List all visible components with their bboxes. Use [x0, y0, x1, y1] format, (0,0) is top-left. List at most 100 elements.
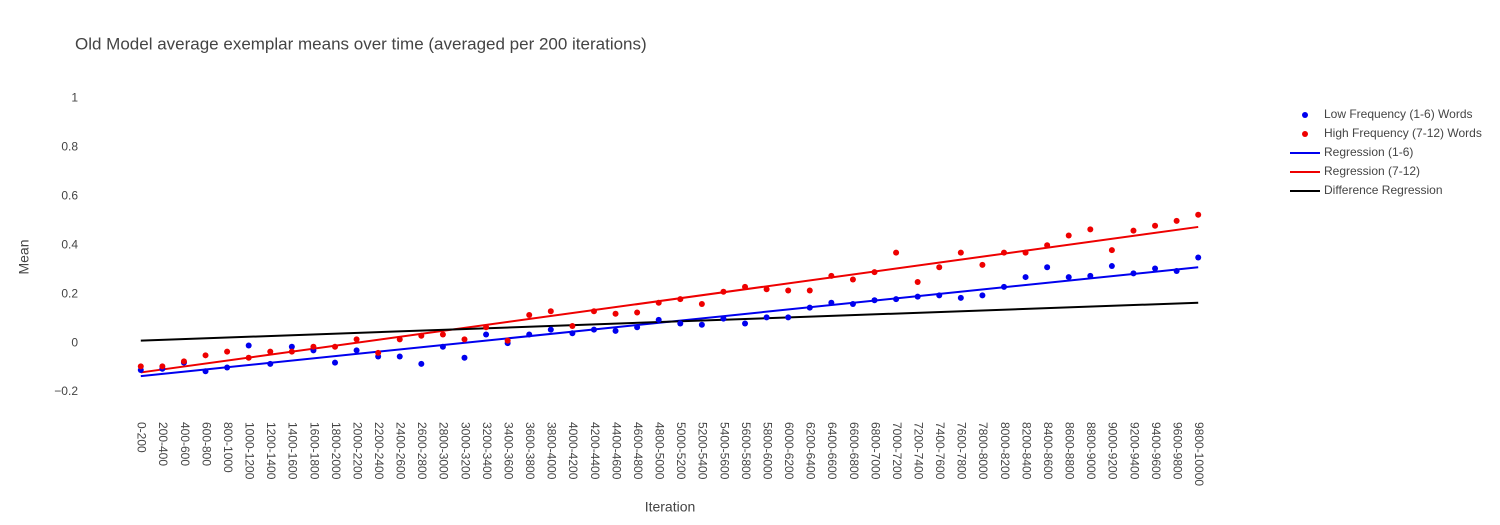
data-point — [353, 347, 360, 354]
data-point — [332, 359, 339, 366]
x-tick-label: 5800-6000 — [760, 422, 774, 480]
data-point — [893, 249, 900, 256]
data-point — [1173, 217, 1180, 224]
data-point — [871, 269, 878, 276]
data-point — [180, 358, 187, 365]
data-point — [569, 322, 576, 329]
x-tick-label: 9600-9800 — [1170, 422, 1184, 480]
x-tick-label: 7000-7200 — [890, 422, 904, 480]
y-axis-title: Mean — [16, 239, 32, 274]
data-point — [871, 297, 878, 304]
x-tick-label: 5000-5200 — [674, 422, 688, 480]
data-point — [137, 363, 144, 370]
x-tick-label: 3400-3600 — [501, 422, 515, 480]
x-tick-label: 8600-8800 — [1063, 422, 1077, 480]
x-tick-label: 2200-2400 — [372, 422, 386, 480]
legend-label: Low Frequency (1-6) Words — [1324, 107, 1473, 121]
data-point — [483, 324, 490, 331]
x-tick-label: 5200-5400 — [696, 422, 710, 480]
data-point — [914, 293, 921, 300]
data-point — [1000, 249, 1007, 256]
data-point — [720, 315, 727, 322]
data-point — [1065, 274, 1072, 281]
x-tick-label: 3800-4000 — [545, 422, 559, 480]
x-tick-label: 5400-5600 — [717, 422, 731, 480]
x-tick-label: 6800-7000 — [868, 422, 882, 480]
data-point — [288, 348, 295, 355]
y-tick-label: −0.2 — [54, 384, 78, 398]
data-point — [677, 296, 684, 303]
data-point — [742, 320, 749, 327]
x-tick-label: 3600-3800 — [523, 422, 537, 480]
x-tick-label: 8200-8400 — [1019, 422, 1033, 480]
data-point — [979, 292, 986, 299]
data-point — [1130, 270, 1137, 277]
x-tick-label: 1200-1400 — [264, 422, 278, 480]
x-tick-label: 1600-1800 — [307, 422, 321, 480]
data-point — [1044, 242, 1051, 249]
x-tick-label: 3000-3200 — [458, 422, 472, 480]
x-tick-label: 2800-3000 — [437, 422, 451, 480]
data-point — [547, 326, 554, 333]
y-tick-label: 0 — [71, 335, 78, 349]
x-tick-label: 9200-9400 — [1127, 422, 1141, 480]
data-point — [1087, 226, 1094, 233]
data-point — [698, 321, 705, 328]
x-tick-label: 600-800 — [199, 422, 213, 466]
data-point — [1173, 267, 1180, 274]
data-point — [547, 308, 554, 315]
data-point — [914, 278, 921, 285]
data-point — [612, 327, 619, 334]
y-tick-label: 0.6 — [61, 189, 78, 203]
data-point — [288, 343, 295, 350]
data-point — [1087, 272, 1094, 279]
x-tick-label: 6600-6800 — [847, 422, 861, 480]
data-point — [461, 354, 468, 361]
data-point — [957, 294, 964, 301]
x-tick-label: 8400-8600 — [1041, 422, 1055, 480]
data-point — [1195, 211, 1202, 218]
data-point — [418, 360, 425, 367]
x-tick-label: 9800-10000 — [1192, 422, 1206, 486]
data-point — [526, 311, 533, 318]
legend-marker — [1302, 131, 1308, 137]
data-point — [267, 360, 274, 367]
y-tick-label: 0.2 — [61, 286, 78, 300]
data-point — [375, 349, 382, 356]
data-point — [936, 292, 943, 299]
x-tick-label: 6000-6200 — [782, 422, 796, 480]
data-point — [828, 272, 835, 279]
x-tick-label: 4400-4600 — [609, 422, 623, 480]
x-tick-label: 7800-8000 — [976, 422, 990, 480]
data-point — [310, 343, 317, 350]
data-point — [569, 330, 576, 337]
data-point — [1195, 254, 1202, 261]
data-point — [957, 249, 964, 256]
x-tick-label: 0-200 — [135, 422, 149, 453]
data-point — [849, 300, 856, 307]
data-point — [785, 314, 792, 321]
data-point — [1152, 265, 1159, 272]
x-tick-label: 2000-2200 — [350, 422, 364, 480]
y-tick-label: 0.8 — [61, 140, 78, 154]
data-point — [1000, 283, 1007, 290]
x-tick-label: 800-1000 — [221, 422, 235, 473]
legend-label: Regression (7-12) — [1324, 164, 1420, 178]
data-point — [763, 314, 770, 321]
x-tick-label: 7600-7800 — [955, 422, 969, 480]
x-tick-label: 8800-9000 — [1084, 422, 1098, 480]
chart-title: Old Model average exemplar means over ti… — [75, 34, 647, 53]
x-tick-label: 1400-1600 — [286, 422, 300, 480]
legend-marker — [1302, 112, 1308, 118]
data-point — [828, 299, 835, 306]
x-tick-label: 4600-4800 — [631, 422, 645, 480]
x-tick-label: 4000-4200 — [566, 422, 580, 480]
x-tick-label: 2400-2600 — [394, 422, 408, 480]
data-point — [806, 287, 813, 294]
x-tick-label: 7200-7400 — [911, 422, 925, 480]
x-tick-label: 400-600 — [178, 422, 192, 466]
data-point — [936, 264, 943, 271]
legend-label: Difference Regression — [1324, 183, 1443, 197]
data-point — [1022, 274, 1029, 281]
